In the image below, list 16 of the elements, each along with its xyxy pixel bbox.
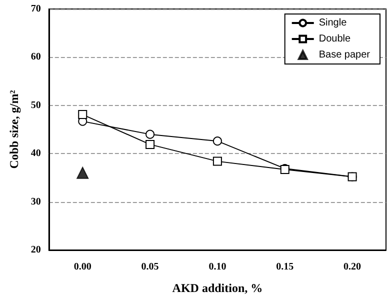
x-tick-label: 0.05 (141, 262, 159, 272)
y-tick-label: 20 (30, 244, 41, 256)
legend-label: Single (318, 18, 348, 28)
x-tick-label: 0.10 (208, 262, 226, 272)
x-tick-label: 0.20 (344, 262, 362, 272)
legend-label: Double (318, 34, 351, 44)
x-tick-label: 0.15 (276, 262, 294, 272)
y-tick-label: 50 (30, 100, 41, 111)
y-tick-label: 70 (30, 4, 41, 14)
x-tick-label: 0.00 (74, 262, 92, 272)
y-tick-label: 60 (30, 52, 41, 63)
legend-label: Base paper (318, 50, 371, 60)
y-tick-label: 30 (30, 196, 41, 208)
y-axis-title: Cobb size, g/m² (7, 90, 21, 169)
y-tick-label: 40 (30, 148, 41, 160)
x-axis-title: AKD addition, % (172, 281, 263, 295)
